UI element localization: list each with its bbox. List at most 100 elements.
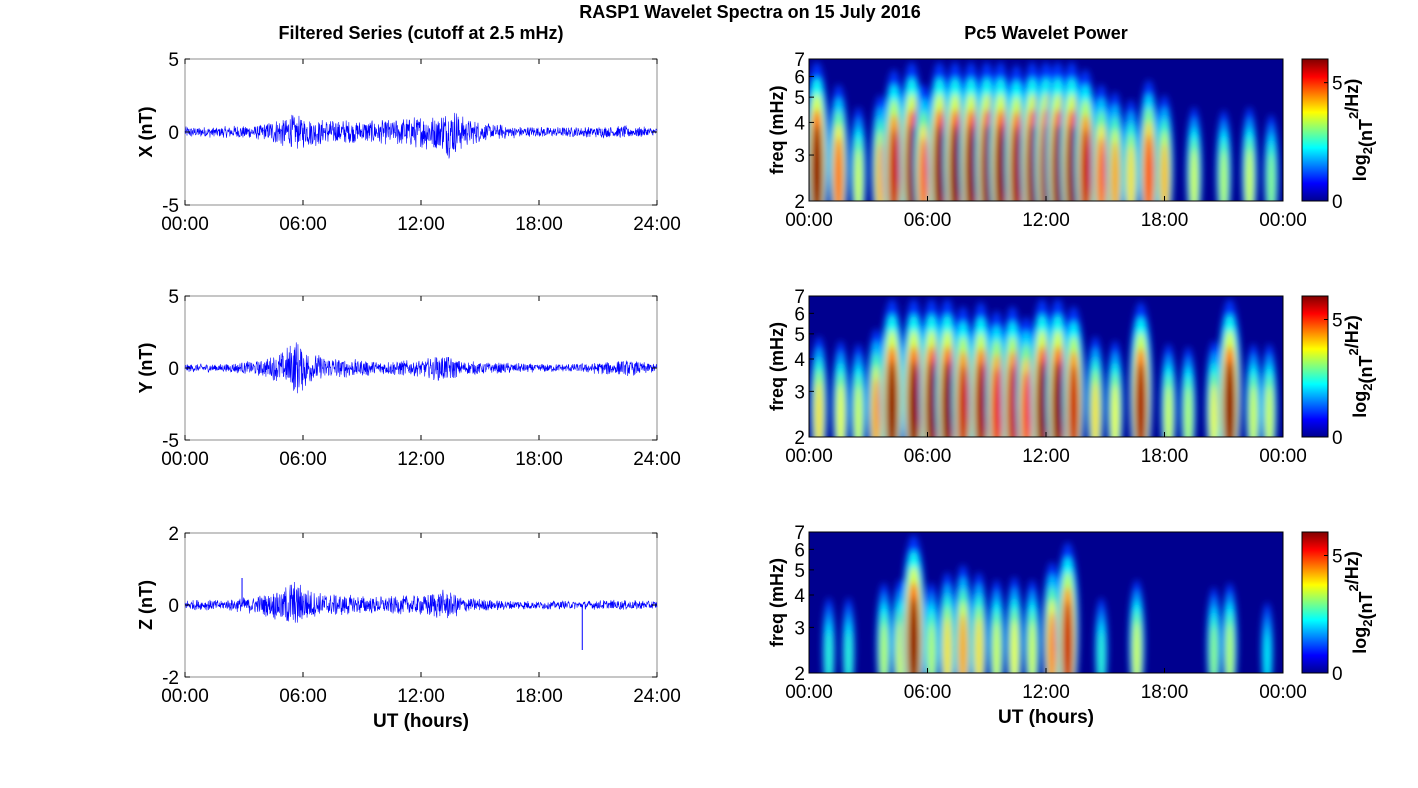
y-tick-label: 4 (794, 586, 805, 607)
colorbar-label-part: log (1350, 391, 1370, 418)
x-tick-label: 24:00 (633, 686, 681, 707)
x-tick-label: 06:00 (904, 446, 952, 467)
wavelet-burst (1190, 149, 1198, 201)
colorbar-label-part: (nT (1356, 356, 1376, 384)
wavelet-burst (966, 124, 976, 201)
y-axis-label: freq (mHz) (767, 322, 787, 411)
wavelet-burst (992, 367, 1001, 437)
wavelet-burst (958, 365, 968, 437)
series-panel-z: 2 0 -200:00 06:00 12:00 18:00 24:00 Z (nT) UT (h… (136, 524, 681, 732)
wavelet-burst (1022, 370, 1031, 437)
colorbar (1301, 58, 1329, 202)
wavelet-burst (1211, 625, 1217, 673)
x-tick-label: 06:00 (279, 686, 327, 707)
y-tick-label: 0 (168, 123, 179, 144)
x-tick-label: 18:00 (515, 214, 563, 235)
wavelet-burst (812, 124, 822, 201)
wavelet-burst (975, 617, 983, 673)
wavelet-burst (926, 361, 937, 437)
colorbar-tick-label: 0 (1332, 664, 1343, 685)
x-tick-label: 12:00 (1022, 210, 1070, 231)
wavelet-burst (1160, 142, 1169, 201)
wavelet-burst (855, 385, 862, 437)
colorbar-label-part: 2 (1346, 112, 1361, 119)
x-tick-label: 00:00 (1259, 210, 1307, 231)
wavelet-burst (1063, 601, 1073, 673)
wavelet-burst (1220, 151, 1227, 201)
wavelet-burst (1165, 385, 1172, 437)
y-tick-label: 3 (794, 618, 805, 639)
x-tick-label: 12:00 (397, 449, 445, 470)
y-tick-label: 6 (794, 67, 805, 88)
wavelet-burst (1029, 621, 1036, 673)
x-tick-label: 00:00 (161, 686, 209, 707)
x-tick-label: 12:00 (1022, 682, 1070, 703)
y-tick-label: 7 (794, 287, 805, 308)
y-tick-label: 5 (794, 561, 805, 582)
y-tick-label: 2 (794, 192, 805, 213)
wavelet-burst (942, 361, 953, 437)
x-tick-label: 18:00 (1141, 446, 1189, 467)
wavelet-burst (976, 362, 986, 437)
y-axis-label: freq (mHz) (767, 85, 787, 174)
wavelet-burst (908, 361, 919, 437)
y-tick-label: 6 (794, 540, 805, 561)
wavelet-burst (1111, 384, 1119, 437)
wavelet-burst (896, 621, 904, 673)
x-tick-label: 18:00 (1141, 210, 1189, 231)
colorbar-label-part: /Hz) (1342, 551, 1362, 584)
wavelet-burst (1268, 153, 1275, 201)
colorbar-label: log2(nT2/Hz) (1342, 315, 1376, 417)
x-tick-label: 00:00 (1259, 682, 1307, 703)
x-tick-label: 06:00 (904, 210, 952, 231)
x-tick-label: 24:00 (633, 214, 681, 235)
wavelet-burst (1127, 145, 1135, 201)
colorbar-tick-label: 5 (1332, 74, 1343, 95)
x-tick-label: 06:00 (279, 214, 327, 235)
y-tick-label: 7 (794, 50, 805, 71)
colorbar-tick-label: 5 (1332, 311, 1343, 332)
colorbar-label-part: log (1350, 627, 1370, 654)
waveform-line (184, 112, 658, 159)
wavelet-burst (1144, 134, 1153, 201)
x-tick-label: 00:00 (785, 446, 833, 467)
x-tick-label: 00:00 (161, 214, 209, 235)
y-axis-label: Z (nT) (136, 580, 156, 630)
y-tick-label: 3 (794, 146, 805, 167)
wavelet-burst (1250, 385, 1257, 437)
x-tick-label: 18:00 (515, 449, 563, 470)
colorbar-label-part: (nT (1356, 592, 1376, 620)
colorbar-label: log2(nT2/Hz) (1342, 551, 1376, 653)
y-tick-label: 2 (794, 428, 805, 449)
x-tick-label: 00:00 (785, 682, 833, 703)
wavelet-burst (876, 142, 884, 201)
x-axis-label: UT (hours) (998, 707, 1094, 728)
wavelet-burst (1226, 623, 1233, 673)
wavelet-burst (1097, 136, 1106, 201)
y-tick-label: 2 (168, 524, 179, 545)
wavelet-burst (934, 124, 945, 201)
y-tick-label: 5 (168, 50, 179, 71)
colorbar-label-part: 2 (1346, 348, 1361, 355)
left-column-title: Filtered Series (cutoff at 2.5 mHz) (278, 23, 563, 43)
y-tick-label: -5 (162, 431, 179, 452)
x-tick-label: 00:00 (1259, 446, 1307, 467)
y-tick-label: -2 (162, 668, 179, 689)
wavelet-burst (928, 623, 935, 673)
colorbar-label-part: 2 (1360, 383, 1375, 390)
waveform-line (184, 342, 658, 394)
y-tick-label: 5 (794, 325, 805, 346)
x-tick-label: 18:00 (1141, 682, 1189, 703)
panels-group: 50-500:00 06:00 12:00 18:00 24:00X (nT)50-50… (136, 50, 1376, 732)
x-tick-label: 06:00 (279, 449, 327, 470)
y-tick-label: 5 (794, 88, 805, 109)
heatmap-bursts (810, 298, 1278, 437)
wavelet-burst (845, 631, 852, 673)
x-tick-label: 12:00 (1022, 446, 1070, 467)
y-tick-label: 5 (168, 287, 179, 308)
wavelet-burst (837, 384, 844, 437)
colorbar-tick-label: 5 (1332, 547, 1343, 568)
wavelet-burst (919, 136, 928, 201)
x-axis-label: UT (hours) (373, 711, 469, 732)
